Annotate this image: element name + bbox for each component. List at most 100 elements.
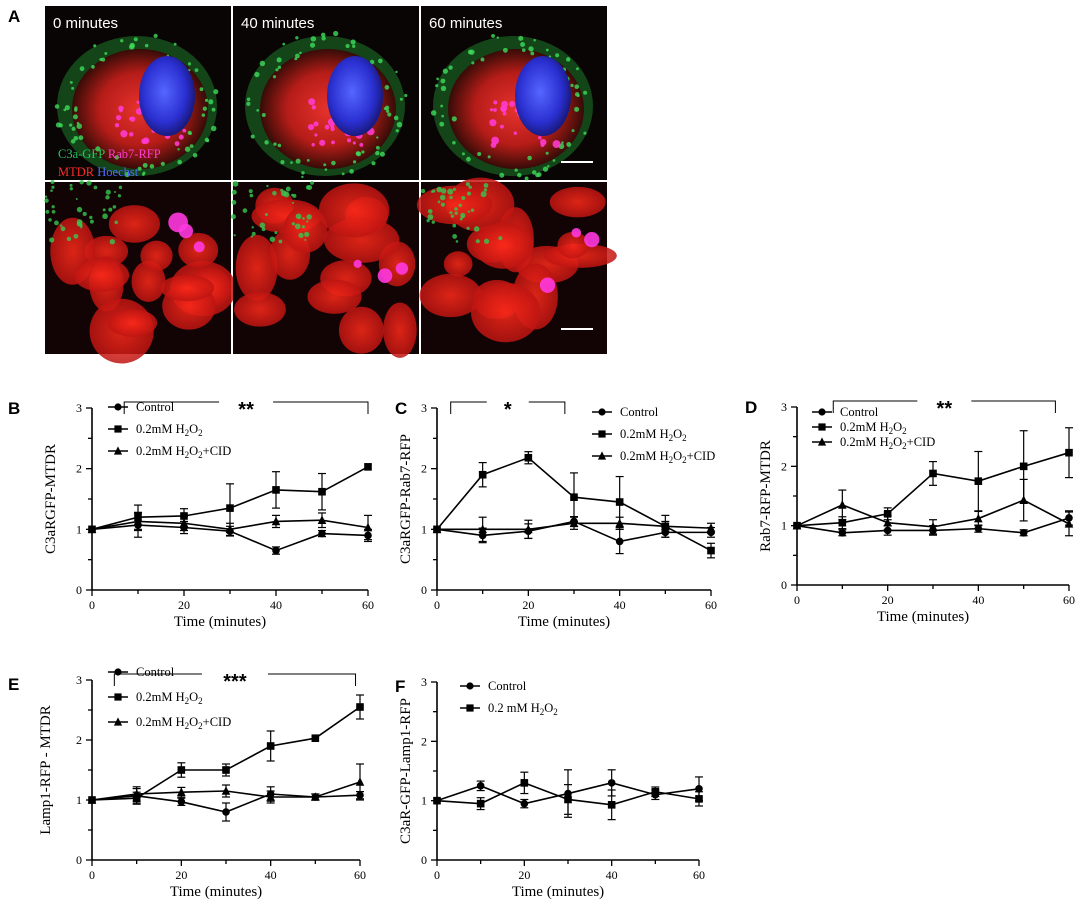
data-point [364, 463, 372, 471]
data-point [478, 470, 487, 479]
data-point [838, 500, 847, 509]
data-point [607, 801, 616, 809]
x-tick-label: 40 [265, 868, 277, 882]
data-point [524, 453, 533, 462]
data-point [974, 524, 983, 533]
data-point [317, 515, 327, 525]
legend-marker [597, 451, 607, 460]
data-point [883, 510, 892, 518]
x-tick-label: 20 [178, 598, 190, 612]
data-point [266, 792, 275, 801]
data-point [974, 513, 983, 523]
legend-label: Control [136, 665, 175, 679]
time-label-0: 0 minutes [53, 15, 118, 32]
x-tick-label: 40 [614, 598, 626, 612]
micrograph-zoom-0 [44, 179, 237, 364]
data-point [311, 734, 320, 742]
y-tick-label: 0 [421, 853, 427, 867]
data-point [221, 786, 231, 795]
y-tick-label: 1 [781, 519, 787, 533]
data-point [478, 524, 487, 534]
significance-bracket: ** [832, 398, 1056, 420]
chart-e: E 0 20 40 60 0 1 2 3 Time (minutes) Lamp1-RFP - MT… [8, 665, 366, 900]
y-tick-label: 3 [76, 673, 82, 687]
data-point [132, 789, 141, 798]
data-point [1019, 528, 1028, 537]
significance-bracket: *** [113, 671, 357, 693]
series-triangle [87, 763, 365, 804]
chart-c: C 0 20 40 60 0 1 2 3 Time (minutes) C3aRGFP-Rab7-R… [395, 399, 717, 630]
stain-label-row2: MTDR Hoechst [58, 165, 139, 179]
data-point [792, 520, 802, 530]
legend-label: Control [840, 405, 879, 419]
data-point [1019, 462, 1028, 471]
data-point [222, 808, 230, 816]
x-tick-label: 0 [794, 593, 800, 607]
y-tick-label: 1 [76, 522, 82, 536]
legend-label: 0.2mM H2O2 [136, 690, 203, 706]
series-triangle [792, 478, 1074, 537]
y-tick-label: 2 [781, 459, 787, 473]
x-tick-label: 20 [175, 868, 187, 882]
legend-label: Control [620, 405, 659, 419]
data-point [177, 798, 186, 806]
legend-marker [818, 408, 826, 416]
micrograph-row-overview: 0 minutes C3a-GFP Rab7-RFP MTDR Hoechst 40 … [45, 6, 607, 181]
y-tick-label: 0 [76, 853, 82, 867]
legend-label: 0.2mM H2O2+CID [136, 715, 231, 731]
y-tick-label: 3 [421, 401, 427, 415]
legend: Control 0.2mM H2O2 0.2mM H2O2+CID [108, 665, 231, 731]
data-point [318, 529, 326, 538]
y-tick-label: 0 [76, 583, 82, 597]
data-point [607, 779, 616, 787]
data-point [706, 523, 716, 532]
significance-label: ** [238, 399, 254, 421]
y-tick-label: 3 [76, 401, 82, 415]
legend: Control 0.2mM H2O2 0.2mM H2O2+CID [592, 405, 715, 465]
y-tick-label: 0 [781, 578, 787, 592]
y-axis-title: C3aR-GFP-Lamp1-RFP [398, 698, 414, 844]
data-point [520, 799, 529, 808]
data-point [695, 785, 703, 793]
micrograph-overview-1: 40 minutes [233, 6, 419, 180]
legend-marker [113, 717, 123, 726]
micrograph-zoom-2 [416, 177, 617, 354]
series-square [793, 427, 1073, 530]
data-point [564, 795, 572, 804]
data-point [524, 524, 533, 534]
data-point [179, 518, 189, 528]
y-tick-label: 1 [76, 793, 82, 807]
x-tick-label: 60 [1063, 593, 1075, 607]
y-tick-label: 3 [421, 675, 427, 689]
data-point [311, 792, 320, 801]
data-point [87, 795, 97, 804]
data-point [222, 766, 230, 774]
x-axis-title: Time (minutes) [512, 884, 604, 900]
stain-label-row1: C3a-GFP Rab7-RFP [58, 147, 161, 161]
data-point [355, 777, 365, 786]
significance-bracket: * [450, 399, 566, 421]
data-point [520, 779, 529, 787]
data-point [177, 787, 186, 796]
y-axis-title: Lamp1-RFP - MTDR [38, 705, 54, 834]
x-axis-title: Time (minutes) [877, 609, 969, 625]
x-tick-label: 60 [354, 868, 366, 882]
legend-label: 0.2mM H2O2+CID [840, 435, 935, 451]
y-tick-label: 1 [421, 522, 427, 536]
data-point [177, 766, 186, 774]
x-tick-label: 40 [606, 868, 618, 882]
legend-marker [466, 704, 474, 712]
data-point [432, 524, 442, 534]
x-tick-label: 0 [89, 868, 95, 882]
legend-marker [598, 430, 606, 438]
legend-label: 0.2mM H2O2+CID [620, 449, 715, 465]
x-tick-label: 20 [518, 868, 530, 882]
chart-f: F 0 20 40 60 0 1 2 3 Time (minutes) C3aR-GFP-Lamp1… [395, 675, 705, 900]
data-point [615, 537, 624, 546]
micrograph-zoom-1 [230, 180, 419, 358]
series-triangle [87, 511, 373, 541]
y-tick-label: 0 [421, 583, 427, 597]
x-tick-label: 40 [270, 598, 282, 612]
panel-letter-b: B [8, 399, 20, 418]
data-point [363, 522, 373, 532]
